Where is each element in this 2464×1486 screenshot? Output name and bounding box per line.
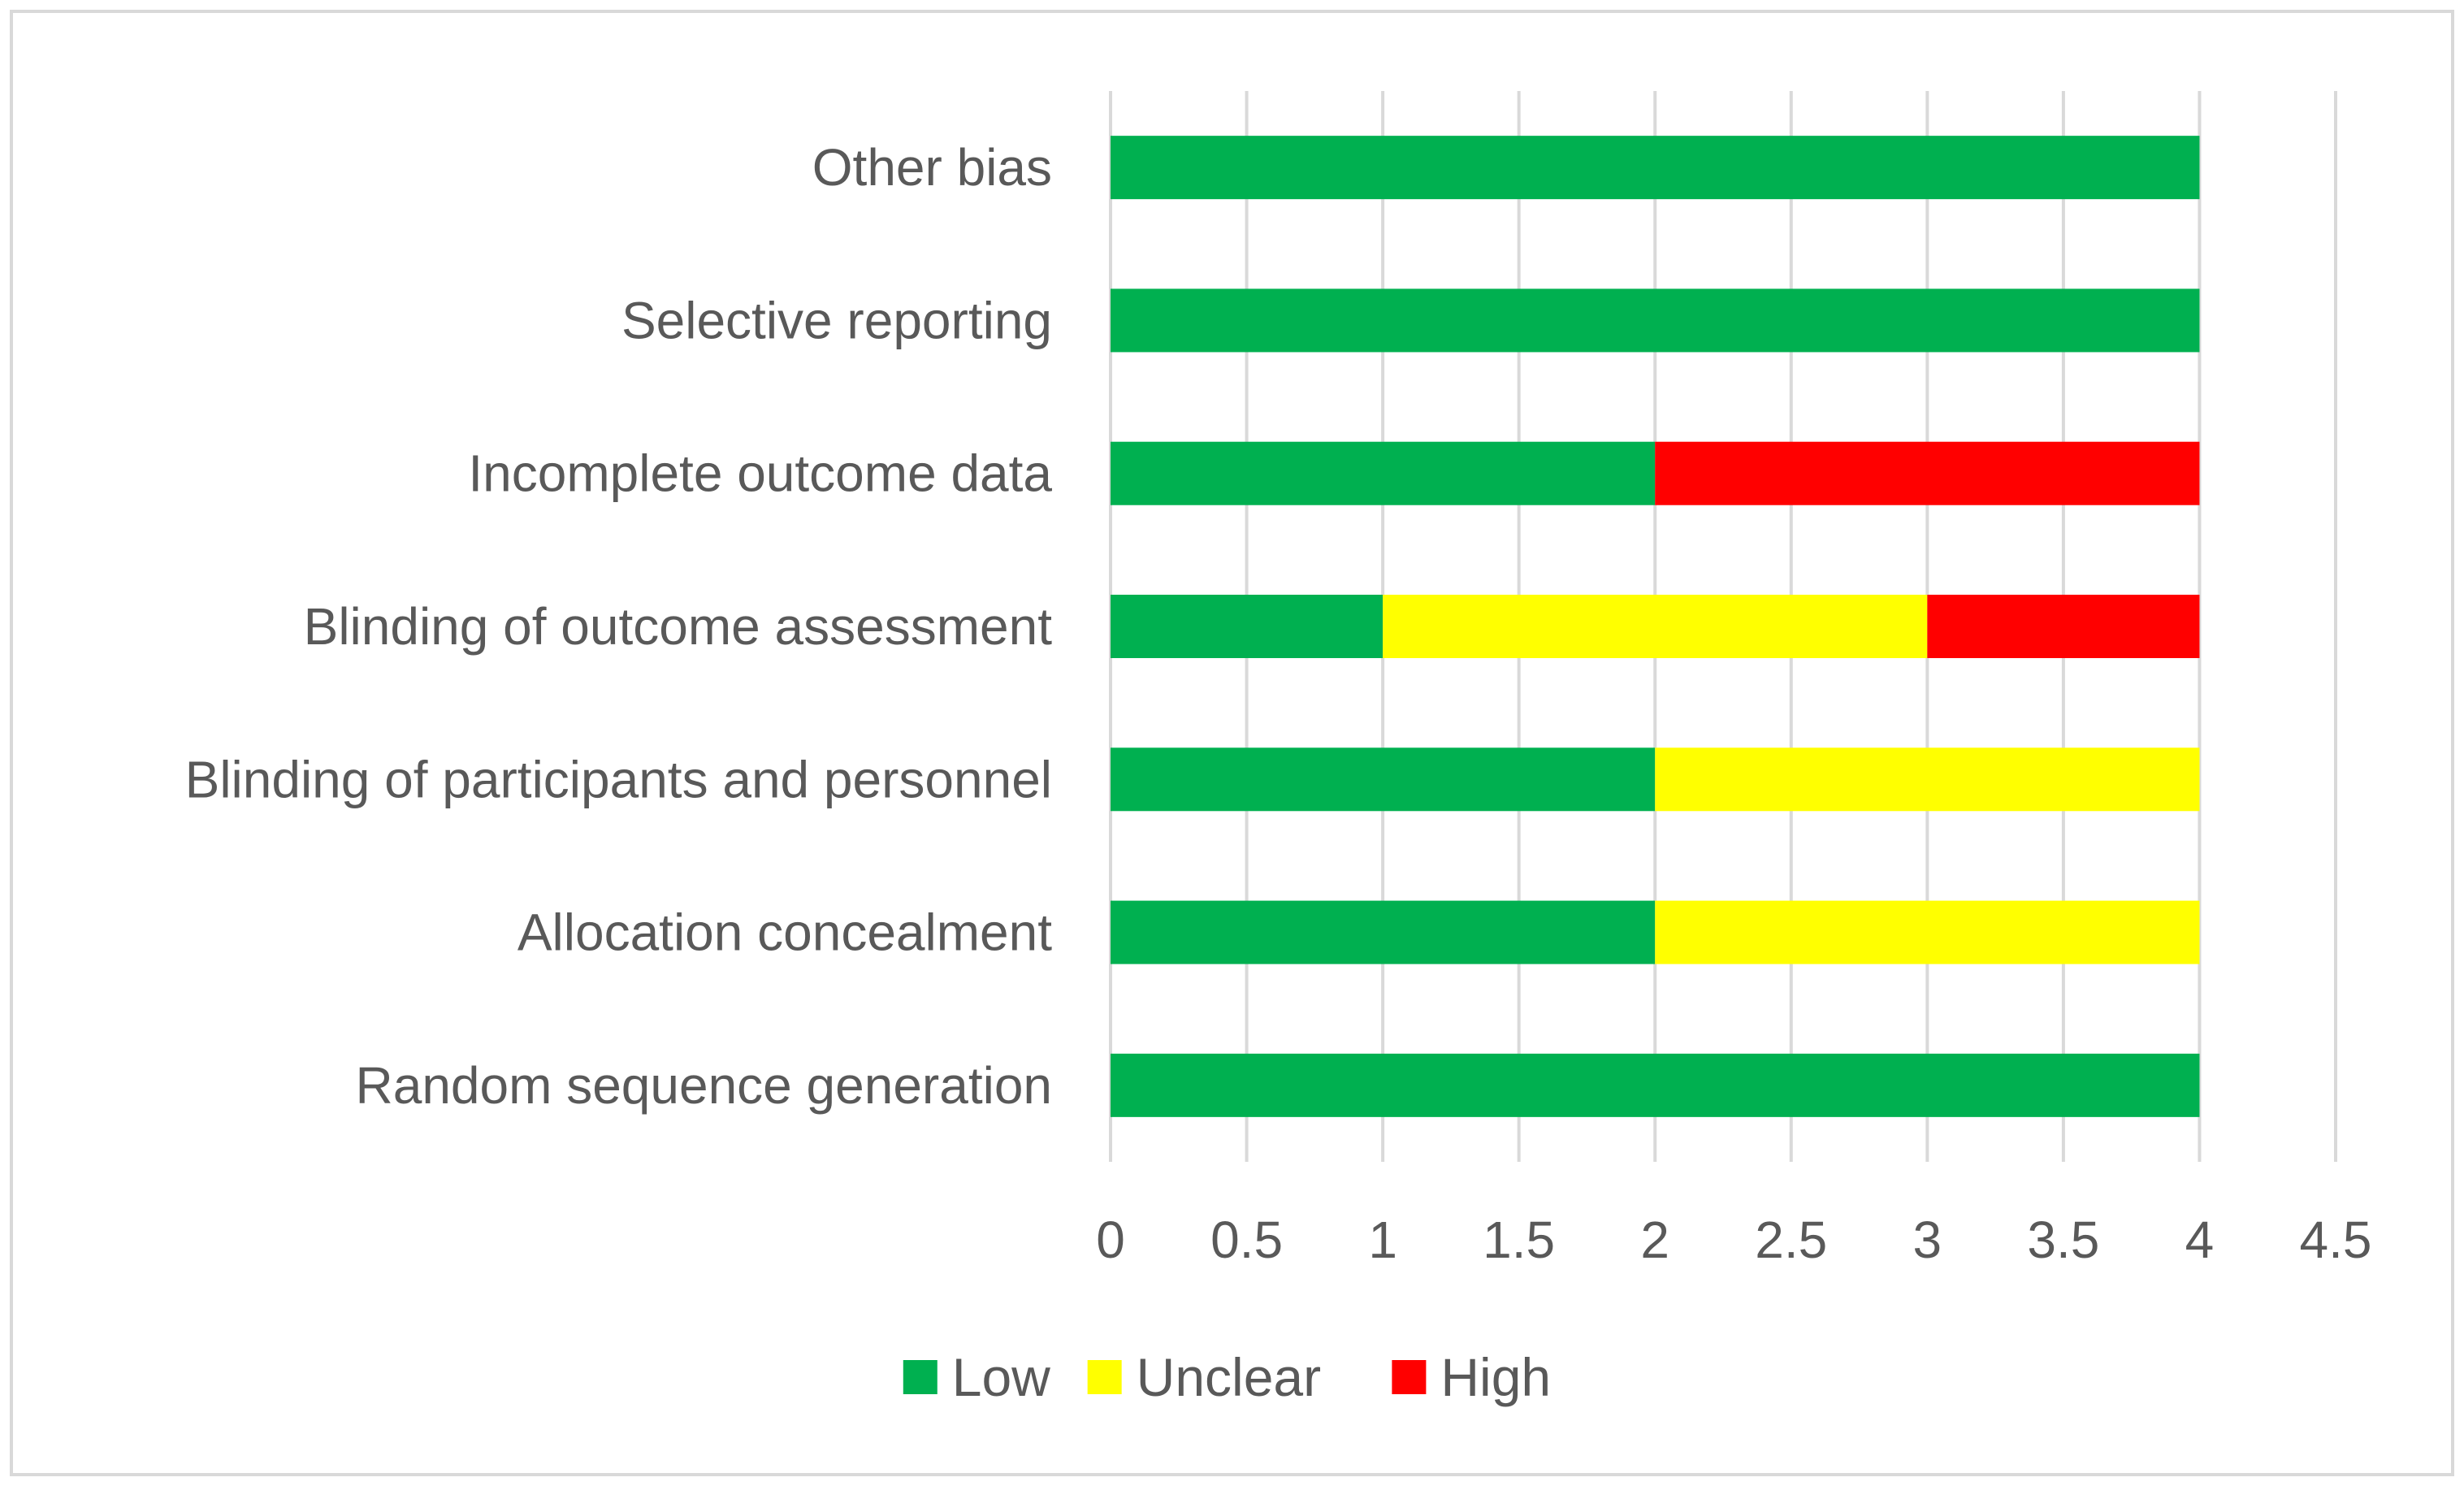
category-labels: Random sequence generation Allocation con…: [185, 138, 1053, 1115]
bar-blinding-of-participants-and-personnel-low: [1111, 747, 1656, 812]
chart-border: [10, 10, 2454, 1476]
bar-selective-reporting-low: [1111, 288, 2200, 353]
x-tick-label: 3.5: [2027, 1211, 2099, 1269]
bar-blinding-of-outcome-assessment-low: [1111, 595, 1384, 658]
legend-swatch-unclear: [1087, 1360, 1122, 1394]
x-axis-tick-labels: 0 0.5 1 1.5 2 2.5 3 3.5 4 4.5: [1096, 1211, 2371, 1269]
x-tick-label: 4: [2185, 1211, 2215, 1269]
category-label-blinding-of-outcome-assessment: Blinding of outcome assessment: [304, 597, 1053, 656]
x-tick-label: 0.5: [1210, 1211, 1283, 1269]
bar-incomplete-outcome-data-high: [1655, 441, 2200, 505]
legend-swatch-low: [903, 1360, 938, 1394]
bar-allocation-concealment-low: [1111, 900, 1656, 964]
legend-swatch-high: [1392, 1360, 1427, 1394]
legend-label-low: Low: [952, 1347, 1050, 1407]
bars: [1111, 136, 2200, 1117]
x-tick-label: 1.5: [1483, 1211, 1555, 1269]
category-label-random-sequence-generation: Random sequence generation: [356, 1056, 1053, 1115]
category-label-other-bias: Other bias: [812, 138, 1052, 197]
bar-random-sequence-generation-low: [1111, 1053, 2200, 1117]
category-label-selective-reporting: Selective reporting: [621, 291, 1052, 349]
x-tick-label: 1: [1368, 1211, 1397, 1269]
x-tick-label: 2.5: [1755, 1211, 1827, 1269]
bar-other-bias-low: [1111, 136, 2200, 200]
legend: Low Unclear High: [903, 1347, 1551, 1407]
legend-label-unclear: Unclear: [1137, 1347, 1321, 1407]
x-tick-label: 4.5: [2300, 1211, 2372, 1269]
bar-blinding-of-outcome-assessment-high: [1927, 595, 2200, 658]
category-label-incomplete-outcome-data: Incomplete outcome data: [468, 444, 1052, 503]
bar-incomplete-outcome-data-low: [1111, 441, 1656, 505]
legend-label-high: High: [1440, 1347, 1551, 1407]
x-tick-label: 0: [1096, 1211, 1125, 1269]
bar-blinding-of-outcome-assessment-unclear: [1383, 595, 1928, 658]
category-label-blinding-of-participants-and-personnel: Blinding of participants and personnel: [185, 750, 1052, 808]
category-label-allocation-concealment: Allocation concealment: [517, 903, 1052, 962]
bar-allocation-concealment-unclear: [1655, 900, 2200, 964]
x-tick-label: 2: [1640, 1211, 1669, 1269]
bar-blinding-of-participants-and-personnel-unclear: [1655, 747, 2200, 812]
x-tick-label: 3: [1913, 1211, 1942, 1269]
